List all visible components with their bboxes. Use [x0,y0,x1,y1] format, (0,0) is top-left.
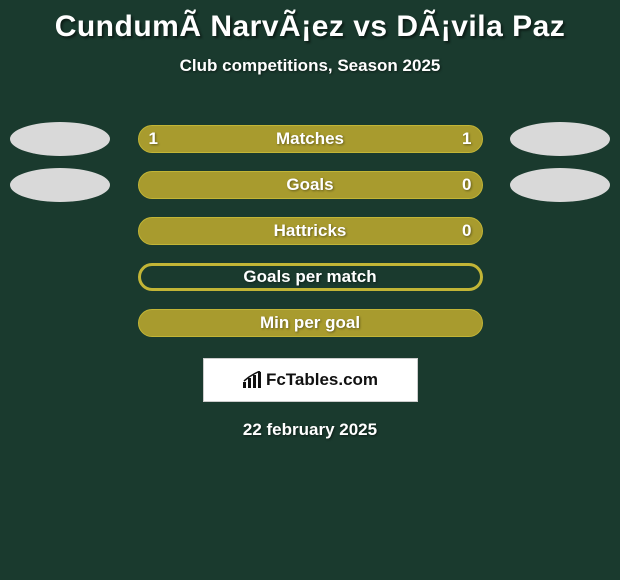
stat-row: Goals per match [0,254,620,300]
stat-bar: Min per goal [138,309,483,337]
subtitle: Club competitions, Season 2025 [0,56,620,76]
stat-label: Hattricks [274,221,347,241]
stat-bar: 1 Matches 1 [138,125,483,153]
player-left-ellipse [10,122,110,156]
stat-bar: Hattricks 0 [138,217,483,245]
brand-inner: FcTables.com [242,370,378,390]
stat-right-value: 0 [462,221,471,241]
stat-right-value: 0 [462,175,471,195]
stats-container: 1 Matches 1 Goals 0 Hattricks 0 Goals per match… [0,116,620,346]
player-right-ellipse [510,122,610,156]
stat-right-value: 1 [462,129,471,149]
page-title: CundumÃ­ NarvÃ¡ez vs DÃ¡vila Paz [0,0,620,44]
stat-row: Hattricks 0 [0,208,620,254]
stat-label: Matches [276,129,344,149]
player-right-ellipse [510,168,610,202]
brand-box: FcTables.com [203,358,418,402]
player-left-ellipse [10,168,110,202]
stat-label: Min per goal [260,313,360,333]
stat-bar: Goals 0 [138,171,483,199]
date-text: 22 february 2025 [0,420,620,440]
stat-row: Min per goal [0,300,620,346]
stat-label: Goals per match [243,267,376,287]
stat-label: Goals [286,175,333,195]
stat-left-value: 1 [149,129,158,149]
stat-row: 1 Matches 1 [0,116,620,162]
stat-bar: Goals per match [138,263,483,291]
chart-icon [242,371,262,389]
stat-row: Goals 0 [0,162,620,208]
brand-text: FcTables.com [266,370,378,390]
